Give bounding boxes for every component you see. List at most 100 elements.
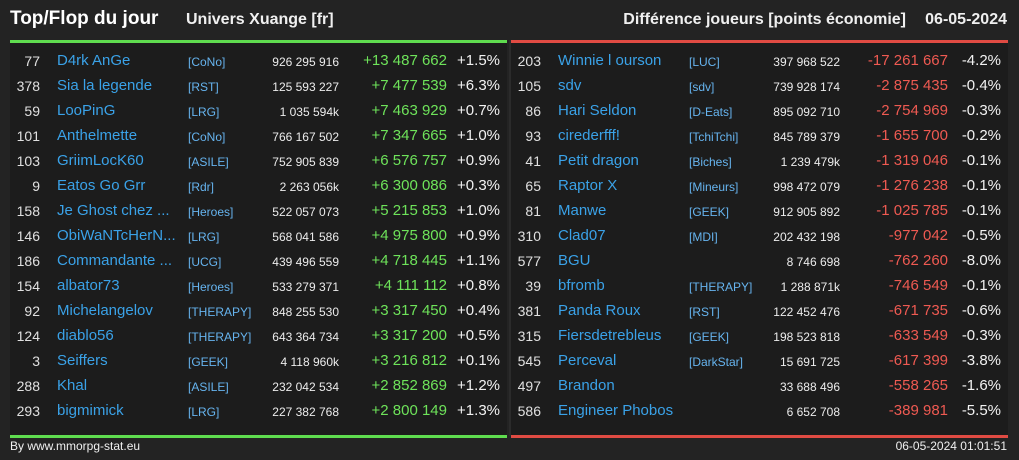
player-name-link[interactable]: Commandante ... bbox=[57, 252, 173, 269]
guild-tag-link[interactable]: [UCG] bbox=[188, 255, 222, 269]
guild-tag-link[interactable]: [LRG] bbox=[188, 230, 220, 244]
percent-change: -0.1% bbox=[961, 277, 1001, 294]
player-name-link[interactable]: Panda Roux bbox=[558, 302, 641, 319]
player-points: 2 263 056k bbox=[279, 180, 339, 194]
guild-tag-link[interactable]: [Rdr] bbox=[188, 180, 215, 194]
points-delta: -2 754 969 bbox=[876, 102, 948, 119]
player-name-link[interactable]: Winnie l ourson bbox=[558, 52, 662, 69]
points-delta: +2 852 869 bbox=[371, 377, 448, 394]
table-row: 59 LooPinG [LRG] 1 035 594k +7 463 929 +0.7% bbox=[10, 99, 507, 124]
player-name-link[interactable]: Petit dragon bbox=[558, 152, 639, 169]
player-points: 122 452 476 bbox=[773, 305, 840, 319]
guild-tag-link[interactable]: [LRG] bbox=[188, 105, 220, 119]
guild-tag-link[interactable]: [LUC] bbox=[689, 55, 720, 69]
player-points: 198 523 818 bbox=[773, 330, 840, 344]
guild-tag-link[interactable]: [Mineurs] bbox=[689, 180, 739, 194]
guild-tag-link[interactable]: [CoNo] bbox=[188, 130, 226, 144]
guild-tag-link[interactable]: [LRG] bbox=[188, 405, 220, 419]
player-name-link[interactable]: Raptor X bbox=[558, 177, 618, 194]
player-rank: 293 bbox=[16, 403, 40, 419]
player-name-link[interactable]: Eatos Go Grr bbox=[57, 177, 146, 194]
guild-tag-link[interactable]: [CoNo] bbox=[188, 55, 226, 69]
player-name-link[interactable]: LooPinG bbox=[57, 102, 116, 119]
player-name-link[interactable]: diablo56 bbox=[57, 327, 114, 344]
guild-tag-link[interactable]: [TchiTchi] bbox=[689, 130, 739, 144]
player-name-link[interactable]: ObiWaNTcHerN... bbox=[57, 227, 176, 244]
points-delta: +4 718 445 bbox=[371, 252, 448, 269]
player-rank: 93 bbox=[525, 128, 541, 144]
player-rank: 39 bbox=[525, 278, 541, 294]
guild-tag-link[interactable]: [GEEK] bbox=[689, 330, 730, 344]
guild-tag-link[interactable]: [ASILE] bbox=[188, 155, 229, 169]
page-title: Top/Flop du jour bbox=[10, 8, 159, 29]
guild-tag-link[interactable]: [THERAPY] bbox=[188, 305, 252, 319]
player-name-link[interactable]: Michelangelov bbox=[57, 302, 153, 319]
player-name-link[interactable]: Seiffers bbox=[57, 352, 108, 369]
footer: By www.mmorpg-stat.eu 06-05-2024 01:01:5… bbox=[0, 436, 1019, 460]
player-name-link[interactable]: Fiersdetrebleus bbox=[558, 327, 662, 344]
guild-tag-link[interactable]: [ASILE] bbox=[188, 380, 229, 394]
guild-tag-link[interactable]: [THERAPY] bbox=[689, 280, 753, 294]
column-divider bbox=[509, 40, 511, 436]
player-name-link[interactable]: GriimLocK60 bbox=[57, 152, 144, 169]
player-rank: 186 bbox=[16, 253, 40, 269]
guild-tag-link[interactable]: [Heroes] bbox=[188, 280, 234, 294]
guild-tag-link[interactable]: [GEEK] bbox=[188, 355, 229, 369]
player-name-link[interactable]: albator73 bbox=[57, 277, 120, 294]
points-delta: +7 347 665 bbox=[371, 127, 448, 144]
points-delta: +6 300 086 bbox=[371, 177, 448, 194]
percent-change: -0.6% bbox=[961, 302, 1001, 319]
player-points: 439 496 559 bbox=[272, 255, 339, 269]
player-points: 1 035 594k bbox=[279, 105, 339, 119]
player-rank: 203 bbox=[517, 53, 541, 69]
player-name-link[interactable]: Engineer Phobos bbox=[558, 402, 674, 419]
player-name-link[interactable]: sdv bbox=[558, 77, 582, 94]
points-delta: -746 549 bbox=[888, 277, 948, 294]
guild-tag-link[interactable]: [DarkStar] bbox=[689, 355, 744, 369]
guild-tag-link[interactable]: [sdv] bbox=[689, 80, 715, 94]
guild-tag-link[interactable]: [MDI] bbox=[689, 230, 718, 244]
percent-change: -5.5% bbox=[961, 402, 1001, 419]
player-name-link[interactable]: BGU bbox=[558, 252, 591, 269]
points-delta: +2 800 149 bbox=[371, 402, 448, 419]
guild-tag-link[interactable]: [GEEK] bbox=[689, 205, 730, 219]
guild-tag-link[interactable]: [RST] bbox=[188, 80, 219, 94]
guild-tag-link[interactable]: [Heroes] bbox=[188, 205, 234, 219]
player-name-link[interactable]: Khal bbox=[57, 377, 88, 394]
player-points: 4 118 960k bbox=[280, 355, 340, 369]
guild-tag-link[interactable]: [D-Eats] bbox=[689, 105, 733, 119]
player-name-link[interactable]: bfromb bbox=[558, 277, 605, 294]
player-name-link[interactable]: bigmimick bbox=[57, 402, 124, 419]
percent-change: -4.2% bbox=[961, 52, 1001, 69]
percent-change: +1.2% bbox=[457, 377, 500, 394]
table-row: 124 diablo56 [THERAPY] 643 364 734 +3 317 20… bbox=[10, 324, 507, 349]
top-losers-table: 203 Winnie l ourson [LUC] 397 968 522 -17 26… bbox=[511, 40, 1008, 438]
guild-tag-link[interactable]: [Biches] bbox=[689, 155, 732, 169]
player-name-link[interactable]: Sia la legende bbox=[57, 77, 153, 94]
player-rank: 497 bbox=[517, 378, 541, 394]
table-row: 545 Perceval [DarkStar] 15 691 725 -617 399-… bbox=[511, 349, 1008, 374]
table-row: 293 bigmimick [LRG] 227 382 768 +2 800 149 +1… bbox=[10, 399, 507, 424]
player-rank: 105 bbox=[517, 78, 541, 94]
player-name-link[interactable]: Clad07 bbox=[558, 227, 606, 244]
player-name-link[interactable]: Brandon bbox=[558, 377, 615, 394]
player-name-link[interactable]: Perceval bbox=[558, 352, 617, 369]
player-name-link[interactable]: cirederfff! bbox=[558, 127, 620, 144]
table-row: 105 sdv [sdv] 739 928 174 -2 875 435 -0.4% bbox=[511, 74, 1008, 99]
guild-tag-link[interactable]: [THERAPY] bbox=[188, 330, 252, 344]
player-points: 533 279 371 bbox=[272, 280, 339, 294]
table-row: 186 Commandante ... [UCG] 439 496 559 +4 718… bbox=[10, 249, 507, 274]
player-rank: 77 bbox=[24, 53, 40, 69]
guild-tag-link[interactable]: [RST] bbox=[689, 305, 720, 319]
player-name-link[interactable]: D4rk AnGe bbox=[57, 52, 131, 69]
player-name-link[interactable]: Hari Seldon bbox=[558, 102, 637, 119]
player-name-link[interactable]: Manwe bbox=[558, 202, 607, 219]
player-points: 33 688 496 bbox=[779, 380, 840, 394]
header: Top/Flop du jour Univers Xuange [fr] Dif… bbox=[0, 0, 1019, 40]
player-points: 522 057 073 bbox=[272, 205, 339, 219]
percent-change: +0.1% bbox=[457, 352, 500, 369]
percent-change: -8.0% bbox=[961, 252, 1001, 269]
player-name-link[interactable]: Anthelmette bbox=[57, 127, 138, 144]
player-name-link[interactable]: Je Ghost chez ... bbox=[57, 202, 170, 219]
player-rank: 158 bbox=[16, 203, 40, 219]
